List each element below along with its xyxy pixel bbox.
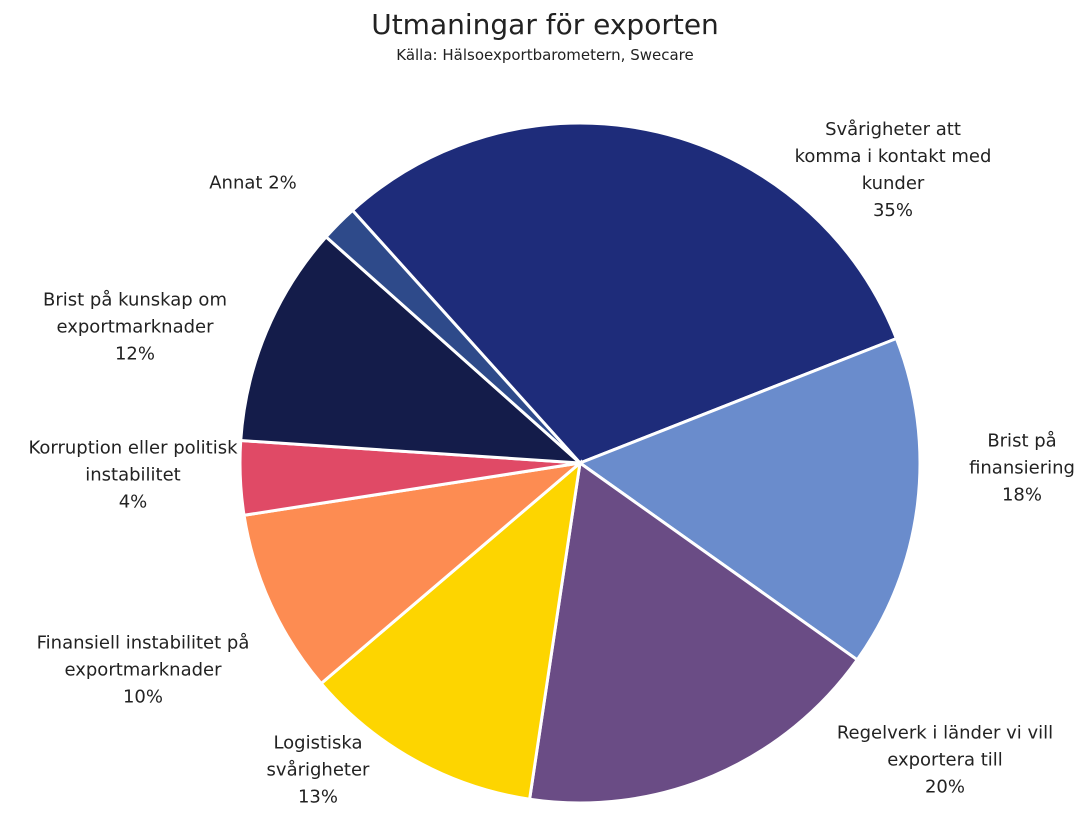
value-label: 12%: [114, 343, 155, 365]
pie-slice: [323, 208, 582, 465]
slice-label: Logistiska svårigheter 13%: [253, 730, 383, 811]
chart-subtitle: Källa: Hälsoexportbarometern, Swecare: [396, 46, 694, 64]
chart-title: Utmaningar för exporten: [371, 8, 719, 41]
value-label: 35%: [872, 200, 913, 221]
slice-label: Korruption eller politisk instabilitet 4%: [28, 435, 238, 516]
value-label: 20%: [924, 776, 965, 798]
value-label: 13%: [297, 786, 338, 808]
slice-label: Annat 2%: [173, 170, 333, 197]
pie-slice: [350, 121, 899, 465]
category-label: Brist på finansiering: [969, 430, 1075, 479]
pie-slice: [319, 459, 583, 801]
pie-slice: [527, 460, 860, 805]
category-label: Korruption eller politisk instabilitet: [28, 437, 238, 486]
category-label: Annat: [209, 172, 263, 194]
slice-label: Regelverk i länder vi vill exportera til…: [810, 720, 1080, 801]
slice-label: Brist på finansiering 18%: [957, 428, 1087, 509]
value-label: 4%: [118, 491, 148, 513]
category-label: Svårigheter att komma i kontakt med kund…: [794, 119, 992, 194]
pie-slice: [576, 336, 922, 662]
category-label: Logistiska svårigheter: [266, 732, 370, 781]
pie-slice: [239, 234, 585, 465]
value-label: 18%: [1001, 484, 1042, 506]
category-label: Finansiell instabilitet på exportmarknad…: [36, 632, 250, 681]
slice-label: Svårigheter att komma i kontakt med kund…: [793, 116, 993, 224]
category-label: Regelverk i länder vi vill exportera til…: [836, 722, 1054, 771]
pie-slice: [242, 460, 586, 686]
slice-label: Finansiell instabilitet på exportmarknad…: [8, 630, 278, 711]
slice-label: Brist på kunskap om exportmarknader 12%: [15, 287, 255, 368]
category-label: Brist på kunskap om exportmarknader: [43, 289, 227, 338]
value-label: 10%: [122, 686, 163, 708]
value-label: 2%: [268, 172, 297, 194]
